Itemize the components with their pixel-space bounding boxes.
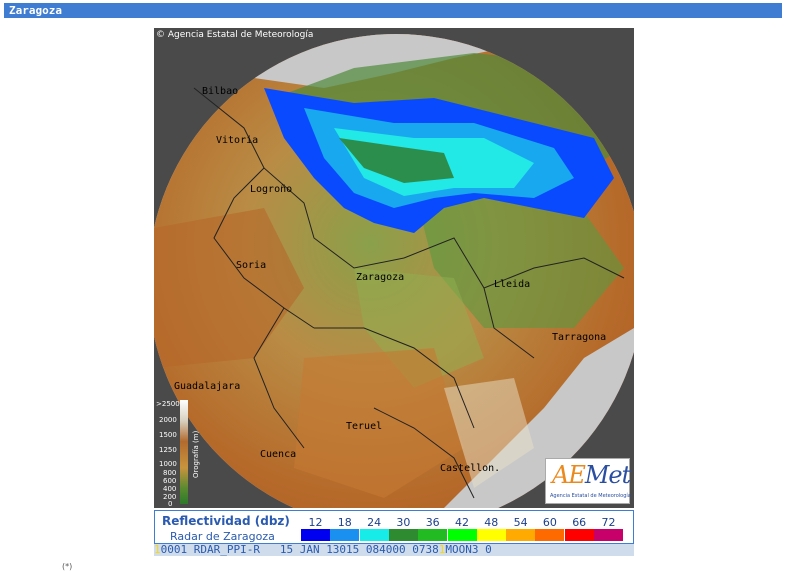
city-label: Soria xyxy=(236,260,266,271)
city-label: Teruel xyxy=(346,421,382,432)
status-bar: 10001 RDAR_PPI-R 15 JAN 13015 084000 073… xyxy=(154,544,634,556)
logo-caption: Agencia Estatal de Meteorología xyxy=(550,493,631,499)
orography-scale: >2500 2000 1500 1250 1000 800 600 400 20… xyxy=(154,398,204,508)
legend-value: 18 xyxy=(337,516,352,529)
legend-value: 60 xyxy=(542,516,557,529)
legend-swatch xyxy=(535,529,565,541)
legend-value: 12 xyxy=(308,516,323,529)
orography-level: 2000 xyxy=(159,416,177,424)
orography-level: 1500 xyxy=(159,431,177,439)
orography-level: 1000 xyxy=(159,460,177,468)
city-label: Guadalajara xyxy=(174,381,240,392)
legend-swatch xyxy=(359,529,389,541)
city-label: Lleida xyxy=(494,279,530,290)
reflectivity-legend: Reflectividad (dbz) Radar de Zaragoza 12… xyxy=(154,510,634,544)
legend-value: 48 xyxy=(484,516,499,529)
footnote: (*) xyxy=(62,562,73,571)
orography-title: Orografía (m) xyxy=(192,430,200,478)
aemet-logo: AEMet Agencia Estatal de Meteorología xyxy=(545,458,631,504)
radar-map: Bilbao Vitoria Logroño Soria Zaragoza Ll… xyxy=(154,28,634,508)
city-label: Castellon. xyxy=(440,463,500,474)
city-label: Logroño xyxy=(250,184,292,195)
copyright-notice: © Agencia Estatal de Meteorología xyxy=(156,30,314,40)
legend-swatch xyxy=(418,529,448,541)
city-label: Zaragoza xyxy=(356,272,404,283)
legend-value: 24 xyxy=(367,516,382,529)
page-title: Zaragoza xyxy=(4,3,782,18)
legend-subtitle: Radar de Zaragoza xyxy=(170,530,275,543)
legend-swatch xyxy=(506,529,536,541)
city-label: Cuenca xyxy=(260,449,296,460)
city-label: Vitoria xyxy=(216,135,258,146)
orography-level: 1250 xyxy=(159,446,177,454)
orography-level: 400 xyxy=(163,485,176,493)
legend-swatch xyxy=(594,529,623,541)
city-label: Tarragona xyxy=(552,332,606,343)
legend-swatch xyxy=(476,529,506,541)
legend-value: 36 xyxy=(425,516,440,529)
legend-swatch xyxy=(564,529,594,541)
legend-value: 30 xyxy=(396,516,411,529)
legend-value: 72 xyxy=(601,516,616,529)
legend-title: Reflectividad (dbz) xyxy=(162,514,290,528)
legend-swatch xyxy=(447,529,477,541)
legend-swatch xyxy=(388,529,418,541)
legend-swatch xyxy=(330,529,360,541)
orography-level: 200 xyxy=(163,493,176,501)
legend-value: 42 xyxy=(455,516,469,529)
legend-value: 66 xyxy=(572,516,587,529)
legend-value: 54 xyxy=(513,516,528,529)
orography-level: 600 xyxy=(163,477,176,485)
orography-level: 800 xyxy=(163,469,176,477)
orography-level: >2500 xyxy=(156,400,180,408)
legend-swatch xyxy=(301,529,330,541)
orography-level: 0 xyxy=(168,500,172,508)
city-label: Bilbao xyxy=(202,86,238,97)
